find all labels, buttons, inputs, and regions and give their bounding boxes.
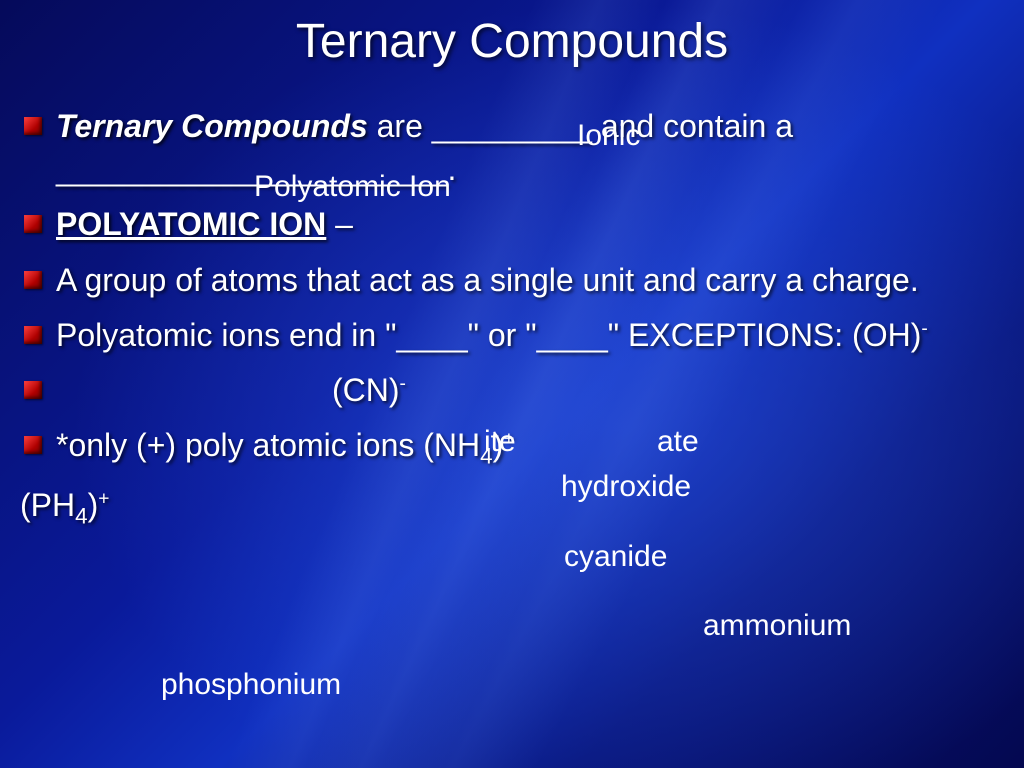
fill-ite: ite — [484, 425, 516, 459]
fill-hydroxide: hydroxide — [561, 470, 691, 504]
term-polyatomic-ion: POLYATOMIC ION — [56, 206, 326, 242]
bullet-7-sub: 4 — [75, 503, 87, 528]
bullet-2: POLYATOMIC ION – — [20, 203, 1004, 246]
fill-ammonium: ammonium — [703, 609, 851, 643]
bullet-6-text-a: *only (+) poly atomic ions (NH — [56, 427, 480, 463]
bullet-7-text-b: ) — [88, 487, 99, 523]
bullet-5: (CN)- — [20, 369, 1004, 412]
fill-phosphonium: phosphonium — [161, 668, 341, 702]
bullet-5-sup: - — [400, 373, 406, 394]
bullet-5-text: (CN) — [332, 372, 400, 408]
bullet-list: Ternary Compounds are _________ and cont… — [20, 105, 1004, 531]
bullet-3-text: A group of atoms that act as a single un… — [56, 262, 919, 298]
term-ternary-compounds: Ternary Compounds — [56, 108, 368, 144]
slide-title: Ternary Compounds — [20, 14, 1004, 69]
bullet-4: Polyatomic ions end in "____" or "____" … — [20, 314, 1004, 357]
fill-ate: ate — [657, 425, 699, 459]
bullet-7-sup: + — [98, 488, 109, 509]
bullet-4-text: Polyatomic ions end in "____" or "____" … — [56, 317, 921, 353]
bullet-3: A group of atoms that act as a single un… — [20, 259, 1004, 302]
fill-ionic: Ionic — [577, 119, 640, 153]
bullet-7-text-a: (PH — [20, 487, 75, 523]
bullet-2-text: – — [326, 206, 353, 242]
bullet-4-sup: - — [921, 318, 927, 339]
fill-polyatomic-ion: Polyatomic Ion — [254, 170, 451, 204]
fill-cyanide: cyanide — [564, 540, 667, 574]
slide: Ternary Compounds Ternary Compounds are … — [0, 0, 1024, 768]
bullet-7: (PH4)+ — [20, 484, 1004, 532]
bullet-1: Ternary Compounds are _________ and cont… — [20, 105, 1004, 191]
